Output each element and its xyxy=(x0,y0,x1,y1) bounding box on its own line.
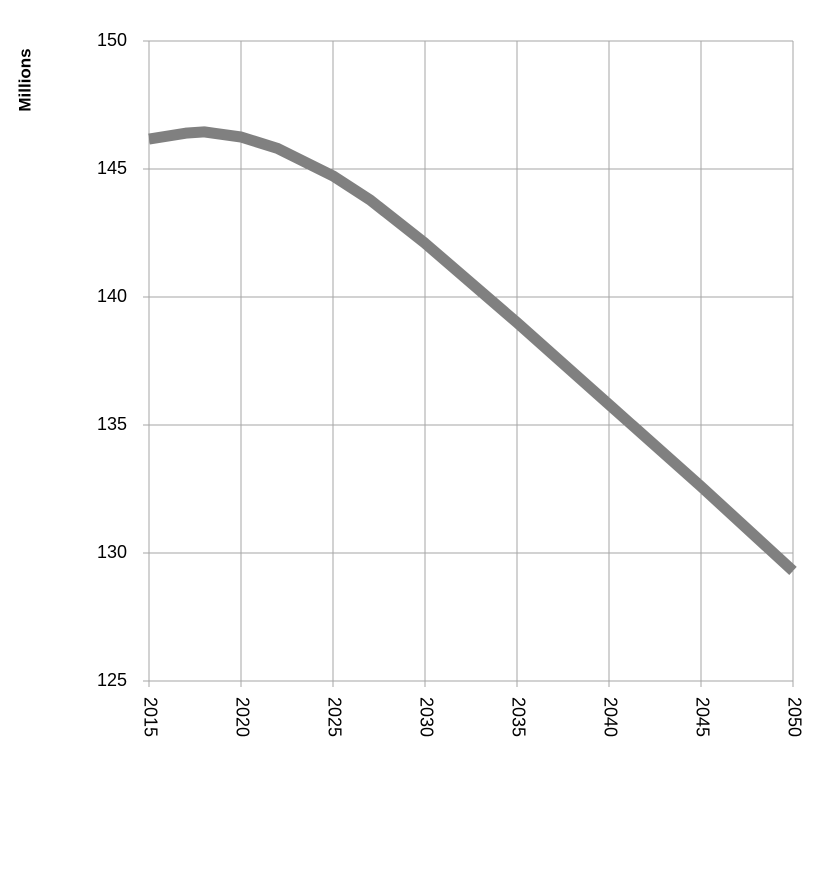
y-tick-label: 135 xyxy=(97,414,127,434)
y-tick-label: 125 xyxy=(97,670,127,690)
y-tick-label: 140 xyxy=(97,286,127,306)
x-tick-label: 2020 xyxy=(232,697,252,737)
x-tick-label: 2040 xyxy=(600,697,620,737)
x-tick-label: 2045 xyxy=(692,697,712,737)
y-tick-label: 145 xyxy=(97,158,127,178)
y-tick-label: 150 xyxy=(97,30,127,50)
y-axis-label: Millions xyxy=(15,48,34,111)
y-tick-label: 130 xyxy=(97,542,127,562)
x-tick-label: 2030 xyxy=(416,697,436,737)
x-tick-label: 2025 xyxy=(324,697,344,737)
x-tick-label: 2015 xyxy=(140,697,160,737)
x-tick-label: 2050 xyxy=(784,697,804,737)
x-tick-label: 2035 xyxy=(508,697,528,737)
data-line xyxy=(148,126,797,575)
